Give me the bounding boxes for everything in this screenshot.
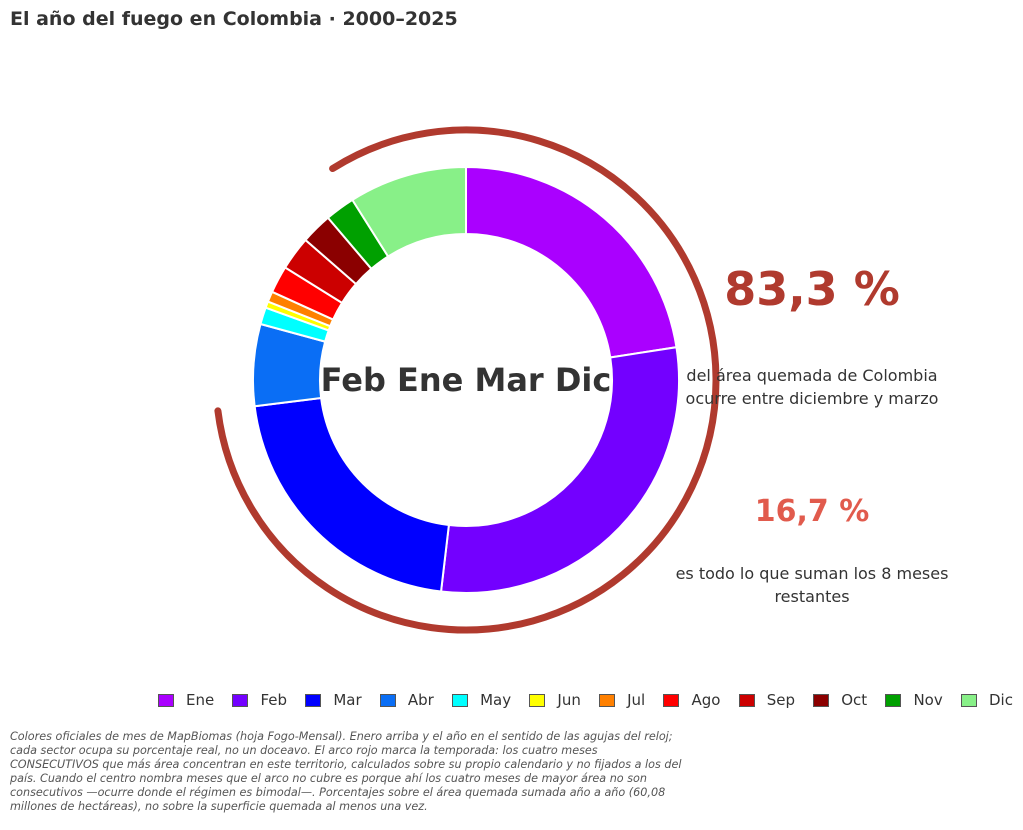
legend-label: Abr — [407, 691, 434, 709]
legend-label: Feb — [260, 691, 288, 709]
legend-item-oct: Oct — [813, 691, 867, 709]
legend-label: Dic — [989, 691, 1013, 709]
legend-item-abr: Abr — [379, 691, 434, 709]
stat-season-text: del área quemada de Colombia ocurre entr… — [685, 366, 939, 408]
legend-item-jul: Jul — [599, 691, 645, 709]
legend-label: Nov — [913, 691, 943, 709]
donut-slices — [252, 165, 680, 594]
legend: Ene Feb Mar Abr May Jun Jul Ago Sep Oct Nov Dic — [158, 689, 1013, 711]
legend-swatch — [813, 693, 830, 707]
legend-swatch — [529, 693, 546, 707]
legend-label: Sep — [766, 691, 795, 709]
legend-label: Mar — [333, 691, 362, 709]
legend-item-feb: Feb — [232, 691, 287, 709]
stat-rest-text: es todo lo que suman los 8 meses restant… — [675, 564, 949, 606]
legend-item-ago: Ago — [663, 691, 720, 709]
legend-label: Jul — [627, 691, 646, 709]
footnote: Colores oficiales de mes de MapBiomas (h… — [10, 730, 682, 813]
slice-dic — [350, 165, 467, 258]
legend-swatch — [158, 693, 174, 707]
legend-swatch — [961, 693, 977, 707]
legend-item-jun: Jun — [529, 691, 581, 709]
donut-chart: Feb Ene Mar Dic — [214, 126, 720, 634]
legend-swatch — [885, 693, 902, 707]
slice-mar — [253, 396, 450, 593]
legend-item-mar: Mar — [305, 691, 362, 709]
chart-title: El año del fuego en Colombia · 2000–2025 — [10, 8, 458, 30]
stat-season-percent: 83,3 % — [724, 262, 900, 316]
legend-label: Oct — [841, 691, 868, 709]
season-arc — [214, 126, 720, 634]
stat-rest-percent: 16,7 % — [754, 494, 870, 529]
legend-label: May — [480, 691, 512, 709]
legend-item-nov: Nov — [885, 691, 943, 709]
legend-label: Ene — [186, 691, 215, 709]
legend-swatch — [738, 693, 755, 707]
season-arc-layer — [214, 126, 720, 634]
legend-item-ene: Ene — [158, 691, 214, 709]
legend-swatch — [379, 693, 396, 707]
legend-swatch — [305, 693, 322, 707]
legend-swatch — [452, 693, 469, 707]
slice-feb — [439, 346, 680, 594]
center-label: Feb Ene Mar Dic — [321, 361, 612, 399]
legend-label: Jun — [557, 691, 581, 709]
legend-item-sep: Sep — [738, 691, 795, 709]
legend-swatch — [232, 693, 249, 707]
legend-swatch — [599, 693, 616, 707]
slice-ene — [465, 165, 678, 359]
legend-swatch — [663, 693, 680, 707]
legend-item-may: May — [452, 691, 511, 709]
legend-item-dic: Dic — [961, 691, 1013, 709]
legend-label: Ago — [691, 691, 721, 709]
